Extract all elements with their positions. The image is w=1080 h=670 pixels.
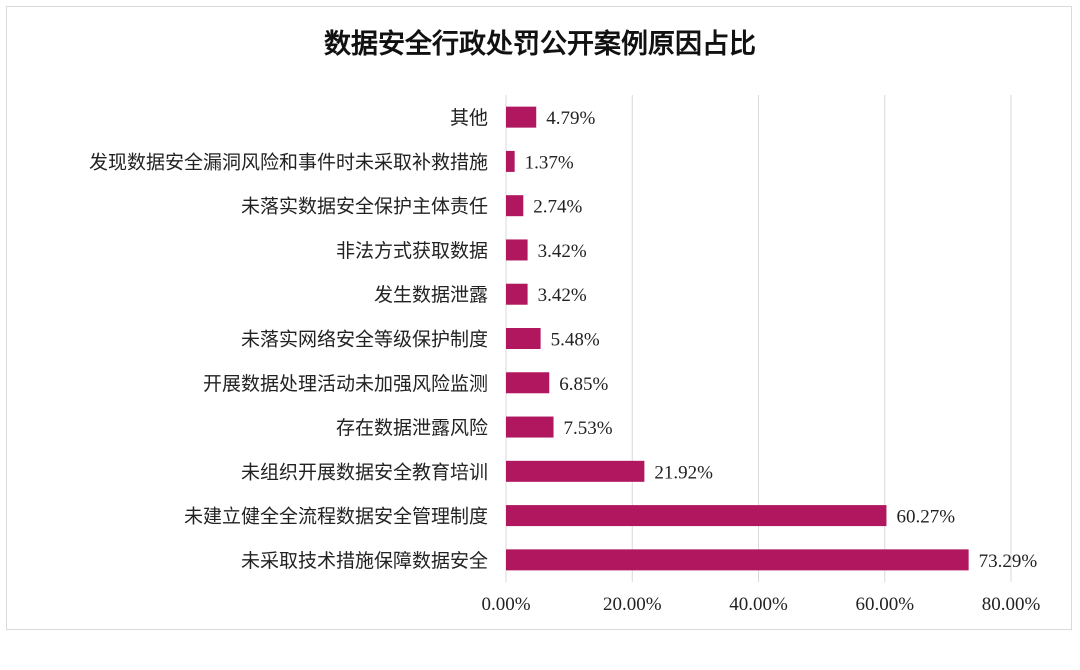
bars xyxy=(506,106,969,571)
x-tick-label: 40.00% xyxy=(729,594,788,615)
category-label: 未建立健全全流程数据安全管理制度 xyxy=(184,506,488,528)
category-label: 未采取技术措施保障数据安全 xyxy=(241,550,488,572)
category-label: 发生数据泄露 xyxy=(374,284,488,306)
gridlines xyxy=(505,95,1012,582)
data-label: 3.42% xyxy=(538,285,587,306)
bar xyxy=(506,328,541,349)
value-labels: 4.79% 1.37% 2.74% 3.42% 3.42% 5.48% 6.85% 7.53%… xyxy=(525,108,1038,572)
data-label: 2.74% xyxy=(533,197,582,218)
category-labels: 其他发现数据安全漏洞风险和事件时未采取补救措施未落实数据安全保护主体责任非法方式… xyxy=(89,107,488,572)
category-label: 发现数据安全漏洞风险和事件时未采取补救措施 xyxy=(89,151,488,173)
x-tick-labels: 0.00% 20.00% 40.00% 60.00% 80.00% xyxy=(481,594,1040,615)
category-label: 存在数据泄露风险 xyxy=(336,417,488,439)
bar xyxy=(506,283,528,305)
category-label: 开展数据处理活动未加强风险监测 xyxy=(203,373,488,395)
x-tick-label: 0.00% xyxy=(481,594,530,615)
data-label: 60.27% xyxy=(896,507,955,528)
bar xyxy=(506,505,887,527)
category-label: 未落实网络安全等级保护制度 xyxy=(241,329,488,351)
data-label: 7.53% xyxy=(564,418,613,439)
category-label: 未组织开展数据安全教育培训 xyxy=(241,461,488,483)
bar xyxy=(506,460,645,482)
bar xyxy=(506,106,537,128)
chart-title: 数据安全行政处罚公开案例原因占比 xyxy=(324,29,756,60)
data-label: 21.92% xyxy=(654,462,713,483)
x-tick-label: 80.00% xyxy=(982,594,1041,615)
data-label: 1.37% xyxy=(525,152,574,173)
bar xyxy=(506,239,528,261)
bar xyxy=(506,150,515,172)
data-label: 3.42% xyxy=(538,241,587,262)
data-label: 6.85% xyxy=(559,374,608,395)
data-label: 4.79% xyxy=(546,108,595,129)
bar xyxy=(506,416,554,438)
category-label: 其他 xyxy=(450,107,488,129)
bar xyxy=(506,195,524,217)
data-label: 5.48% xyxy=(551,330,600,351)
x-tick-label: 60.00% xyxy=(855,594,914,615)
category-label: 未落实数据安全保护主体责任 xyxy=(241,196,488,218)
bar xyxy=(506,549,969,571)
x-tick-label: 20.00% xyxy=(603,594,662,615)
data-label: 73.29% xyxy=(979,551,1038,572)
category-label: 非法方式获取数据 xyxy=(336,240,488,262)
bar xyxy=(506,372,550,394)
